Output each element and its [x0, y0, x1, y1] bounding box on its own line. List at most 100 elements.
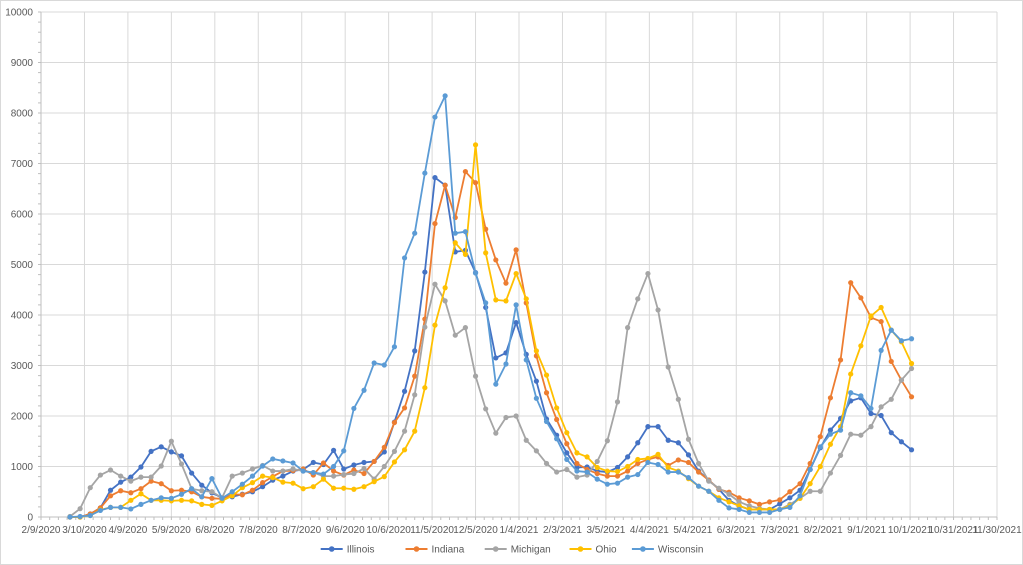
data-point-michigan: [807, 488, 813, 494]
legend-item-michigan: Michigan: [484, 545, 551, 556]
legend-dot-marker: [640, 546, 646, 552]
data-point-indiana: [614, 473, 621, 479]
data-point-illinois: [199, 482, 205, 488]
x-tick-label: 10/6/2020: [366, 525, 411, 536]
data-point-wisconsin: [533, 395, 539, 401]
data-point-illinois: [412, 348, 418, 354]
data-point-wisconsin: [330, 463, 337, 470]
legend-label: Illinois: [347, 545, 375, 556]
data-point-wisconsin: [635, 471, 641, 478]
data-point-illinois: [625, 454, 631, 460]
data-point-indiana: [837, 357, 844, 363]
data-point-indiana: [756, 501, 763, 507]
data-point-wisconsin: [219, 495, 225, 501]
data-point-indiana: [320, 460, 327, 466]
x-axis-tick-labels: 2/9/2020 3/10/2020 4/9/2020 5/9/2020 6/8/202…: [22, 525, 1022, 536]
data-point-ohio: [472, 142, 479, 148]
data-point-wisconsin: [858, 393, 864, 399]
data-point-illinois: [888, 430, 894, 436]
y-tick-label: 10000: [5, 8, 33, 19]
data-point-wisconsin: [493, 381, 499, 387]
data-point-michigan: [625, 325, 631, 331]
data-point-wisconsin: [696, 483, 702, 489]
series-line-wisconsin: [69, 94, 912, 518]
data-point-indiana: [543, 390, 550, 396]
data-point-ohio: [229, 493, 235, 499]
data-point-michigan: [239, 470, 245, 476]
data-point-michigan: [97, 472, 103, 478]
data-point-indiana: [746, 498, 752, 504]
data-point-indiana: [685, 459, 692, 466]
legend-item-indiana: Indiana: [405, 545, 465, 556]
data-point-indiana: [401, 405, 408, 411]
legend-dot-marker: [492, 546, 499, 552]
data-point-indiana: [564, 441, 570, 447]
data-point-wisconsin: [341, 448, 347, 454]
data-point-michigan: [391, 448, 398, 454]
data-point-illinois: [868, 410, 874, 417]
data-point-indiana: [604, 473, 610, 479]
data-point-indiana: [594, 470, 600, 477]
data-point-indiana: [777, 497, 783, 503]
data-point-wisconsin: [817, 444, 823, 450]
data-point-wisconsin: [239, 481, 245, 487]
data-point-michigan: [452, 332, 458, 338]
data-point-michigan: [341, 471, 347, 478]
data-point-wisconsin: [300, 468, 306, 474]
data-point-ohio: [330, 485, 337, 491]
data-point-michigan: [472, 373, 479, 379]
x-tick-label: 7/3/2021: [760, 525, 799, 536]
data-point-michigan: [178, 461, 185, 467]
data-point-illinois: [513, 319, 519, 326]
data-point-wisconsin: [401, 255, 408, 261]
data-point-wisconsin: [564, 456, 570, 463]
data-point-ohio: [341, 485, 347, 491]
y-tick-label: 1000: [11, 462, 34, 473]
data-point-wisconsin: [787, 504, 793, 511]
data-point-wisconsin: [371, 360, 377, 366]
data-point-wisconsin: [270, 456, 276, 462]
data-point-wisconsin: [189, 486, 195, 492]
data-point-wisconsin: [412, 230, 418, 236]
data-point-wisconsin: [574, 468, 580, 474]
data-point-ohio: [361, 484, 367, 490]
data-point-michigan: [868, 424, 874, 430]
data-point-michigan: [726, 491, 732, 497]
data-point-michigan: [229, 473, 235, 479]
data-point-wisconsin: [128, 506, 134, 512]
data-point-ohio: [371, 479, 377, 485]
data-point-wisconsin: [148, 497, 154, 503]
data-point-wisconsin: [483, 300, 489, 306]
data-point-michigan: [290, 466, 296, 472]
data-point-wisconsin: [310, 469, 316, 476]
data-point-wisconsin: [351, 405, 357, 412]
y-tick-label: 2000: [11, 412, 34, 423]
data-point-michigan: [858, 432, 864, 438]
data-point-ohio: [827, 441, 834, 447]
data-point-michigan: [675, 396, 681, 402]
data-point-wisconsin: [827, 431, 834, 437]
data-point-ohio: [280, 479, 286, 485]
data-point-ohio: [260, 473, 266, 479]
data-point-ohio: [503, 298, 509, 304]
data-point-indiana: [442, 182, 448, 188]
data-point-wisconsin: [138, 501, 144, 507]
data-point-wisconsin: [523, 357, 529, 363]
data-point-wisconsin: [594, 476, 600, 482]
data-point-wisconsin: [543, 418, 550, 425]
data-point-michigan: [655, 307, 661, 313]
data-point-wisconsin: [107, 504, 114, 511]
legend-label: Ohio: [596, 545, 618, 556]
data-point-ohio: [462, 251, 469, 257]
data-point-michigan: [706, 478, 712, 484]
data-point-illinois: [878, 412, 884, 419]
data-point-wisconsin: [604, 481, 610, 487]
data-point-indiana: [472, 180, 479, 186]
data-point-illinois: [330, 447, 337, 453]
data-point-wisconsin: [746, 509, 752, 516]
data-point-ohio: [401, 447, 408, 453]
data-point-illinois: [361, 459, 367, 466]
data-point-wisconsin: [422, 170, 428, 176]
x-tick-label: 8/2/2021: [804, 525, 843, 536]
